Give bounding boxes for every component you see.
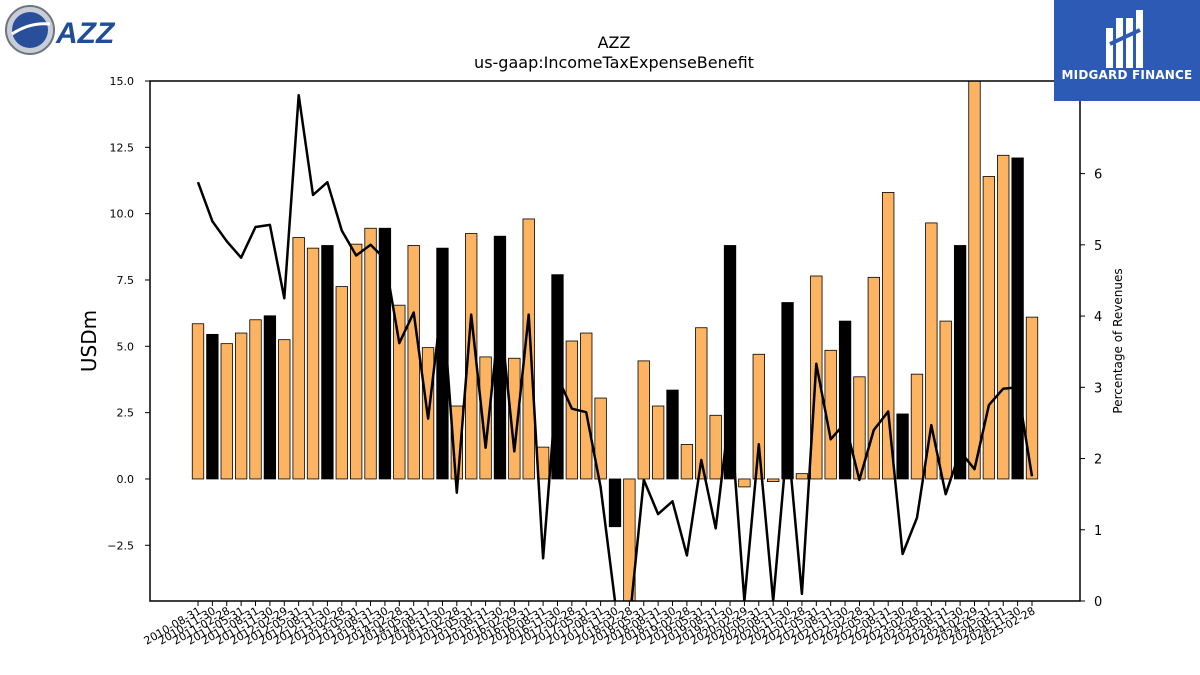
- y-tick-label: 15.0: [110, 75, 135, 88]
- bar-2023-02-28: [910, 373, 924, 480]
- bar-2024-05-31: [982, 176, 996, 480]
- line-series: [196, 93, 1034, 601]
- bar-2012-11-30: [321, 245, 334, 480]
- x-axis-ticks: 2010-08-312010-11-302011-02-282011-05-31…: [142, 601, 1038, 648]
- midgard-finance-logo: MIDGARD FINANCE: [1054, 0, 1200, 101]
- bar-2018-02-28: [623, 478, 636, 601]
- percentage-line: [196, 93, 1034, 601]
- bar-2023-05-31: [925, 222, 938, 480]
- bar-2017-05-31: [580, 332, 593, 480]
- bar-2021-11-30: [838, 320, 852, 480]
- bar-2011-08-31: [249, 319, 262, 480]
- y2-axis-label: Percentage of Revenues: [1111, 268, 1125, 413]
- bar-2016-05-31: [522, 218, 535, 480]
- bar-2019-02-28: [680, 444, 694, 480]
- bar-2012-02-29: [278, 339, 291, 480]
- bar-2020-02-29: [738, 478, 751, 488]
- y-tick-label: −2.5: [107, 539, 134, 552]
- y2-axis-ticks: 0 1 2 3 4 5 6: [1080, 168, 1102, 610]
- bar-2020-08-31: [767, 478, 780, 483]
- bar-2013-11-30: [378, 227, 392, 480]
- y-axis-ticks: −2.5 0.0 2.5 5.0 7.5 10.0 12.5 15.0: [107, 75, 150, 552]
- bar-2017-08-31: [594, 397, 607, 480]
- bar-2016-02-29: [508, 357, 521, 480]
- y-tick-label: 2.5: [117, 407, 135, 420]
- bar-2013-02-28: [335, 286, 348, 480]
- bar-2018-11-30: [666, 389, 679, 480]
- bar-2013-05-31: [350, 243, 363, 480]
- y-tick-label: 0.0: [117, 473, 135, 486]
- y2-tick-label: 2: [1094, 453, 1102, 468]
- bar-2012-08-31: [306, 247, 320, 480]
- y2-tick-label: 5: [1094, 239, 1102, 254]
- y-tick-label: 12.5: [110, 141, 135, 154]
- azz-logo-text: AZZ: [55, 17, 116, 50]
- bar-2018-08-31: [651, 405, 665, 480]
- bar-2023-11-30: [953, 245, 967, 480]
- bar-2014-02-28: [393, 304, 406, 480]
- midgard-finance-text: MIDGARD FINANCE: [1061, 68, 1193, 82]
- y2-tick-label: 3: [1094, 381, 1102, 396]
- bar-2018-05-31: [637, 360, 650, 480]
- bar-2023-08-31: [939, 320, 952, 480]
- azz-logo: AZZ: [4, 4, 144, 58]
- bar-2010-11-30: [206, 333, 219, 480]
- y-tick-label: 10.0: [110, 208, 135, 221]
- bar-2015-08-31: [479, 356, 492, 480]
- chart-subtitle: us-gaap:IncomeTaxExpenseBenefit: [474, 53, 754, 72]
- bar-2011-02-28: [220, 343, 233, 480]
- bar-2017-11-30: [608, 478, 622, 528]
- bar-2024-08-31: [997, 154, 1010, 480]
- bar-2014-05-31: [407, 245, 420, 480]
- bar-2022-11-30: [896, 413, 909, 480]
- y2-tick-label: 0: [1094, 595, 1102, 610]
- y-axis-label: USDm: [77, 310, 101, 372]
- chart-title: AZZ: [598, 33, 631, 52]
- bar-2011-11-30: [263, 315, 277, 480]
- bar-2025-02-28: [1025, 316, 1039, 480]
- bar-2021-02-28: [795, 473, 809, 480]
- bar-2020-11-30: [781, 302, 794, 480]
- bar-2020-05-31: [752, 353, 765, 480]
- y-tick-label: 5.0: [117, 340, 135, 353]
- bar-2024-02-29: [968, 81, 981, 480]
- bar-2011-05-31: [234, 332, 248, 480]
- bar-2022-08-31: [882, 192, 895, 480]
- bar-2013-08-31: [364, 227, 377, 480]
- y2-tick-label: 6: [1094, 168, 1102, 183]
- bar-2024-11-30: [1011, 157, 1024, 480]
- y2-tick-label: 1: [1094, 524, 1102, 539]
- bar-2019-05-31: [695, 327, 708, 480]
- bar-2022-05-31: [867, 276, 880, 480]
- bar-2019-08-31: [709, 414, 722, 480]
- bar-2010-08-31: [191, 323, 205, 480]
- bar-series: [191, 81, 1039, 601]
- bar-2012-05-31: [292, 237, 305, 480]
- bar-2019-11-30: [723, 245, 737, 480]
- y-tick-label: 7.5: [117, 274, 135, 287]
- y2-tick-label: 4: [1094, 310, 1102, 325]
